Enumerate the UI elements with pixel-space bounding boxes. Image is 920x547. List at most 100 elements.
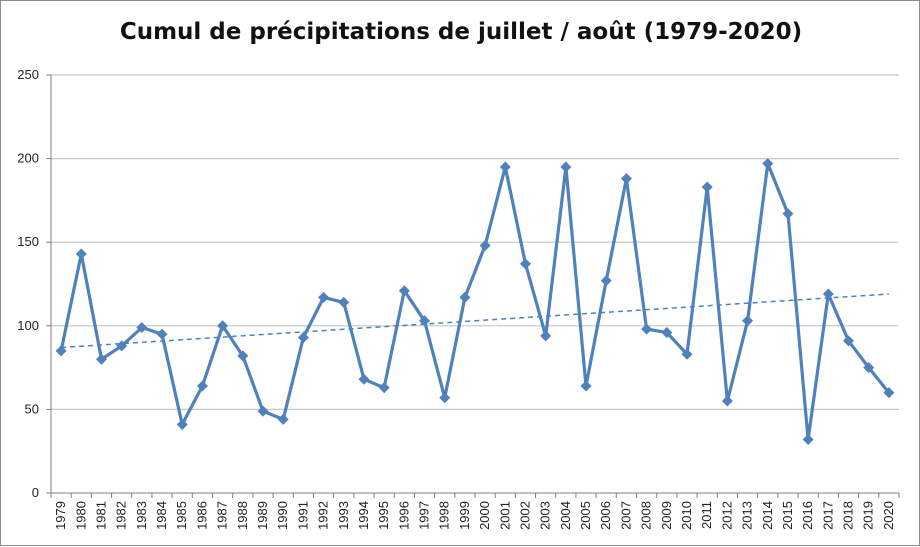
x-tick-label: 2016 — [800, 501, 815, 530]
data-point — [479, 240, 491, 252]
data-point — [318, 291, 330, 303]
data-point — [55, 345, 67, 357]
x-tick-label: 2018 — [841, 501, 856, 530]
data-point — [641, 323, 653, 335]
x-tick-label: 1988 — [235, 501, 250, 530]
x-tick-label: 2020 — [881, 501, 896, 530]
x-tick-label: 1991 — [295, 501, 310, 530]
data-point — [499, 161, 511, 173]
data-point — [600, 275, 612, 287]
x-tick-label: 1987 — [215, 501, 230, 530]
data-point — [822, 288, 834, 300]
x-tick-label: 2003 — [538, 501, 553, 530]
x-tick-label: 1994 — [356, 501, 371, 530]
series-layer — [55, 158, 895, 445]
data-point — [721, 395, 733, 407]
data-point — [742, 315, 754, 327]
data-point — [883, 387, 895, 399]
data-point — [95, 353, 107, 365]
y-tick-label: 150 — [17, 234, 39, 249]
data-point — [560, 161, 572, 173]
x-tick-label: 1982 — [114, 501, 129, 530]
data-point — [277, 413, 289, 425]
data-point — [378, 382, 390, 394]
x-tick-label: 1998 — [437, 501, 452, 530]
y-tick-label: 100 — [17, 318, 39, 333]
x-tick-label: 1992 — [316, 501, 331, 530]
data-point — [237, 350, 249, 362]
data-point — [459, 291, 471, 303]
data-point — [701, 181, 713, 193]
data-point — [802, 433, 814, 445]
x-tick-label: 2010 — [679, 501, 694, 530]
x-tick-label: 1989 — [255, 501, 270, 530]
series-line — [59, 162, 891, 442]
x-tick-label: 2011 — [699, 501, 714, 529]
data-point — [217, 320, 229, 332]
y-axis-ticks: 0 50 100 150 200 250 — [17, 67, 39, 500]
x-tick-label: 2007 — [618, 501, 633, 530]
x-tick-label: 2002 — [517, 501, 532, 530]
data-point — [540, 330, 552, 342]
data-point — [620, 173, 632, 185]
x-tick-label: 1996 — [396, 501, 411, 530]
x-tick-label: 2004 — [558, 501, 573, 530]
x-tick-label: 2001 — [497, 501, 512, 530]
x-tick-label: 1999 — [457, 501, 472, 530]
data-point — [257, 405, 269, 417]
x-tick-label: 1980 — [73, 501, 88, 530]
data-point — [338, 296, 350, 308]
data-point — [439, 392, 451, 404]
data-point — [358, 373, 370, 385]
data-point — [681, 348, 693, 360]
x-tick-label: 1984 — [154, 501, 169, 530]
data-point — [580, 380, 592, 392]
x-tick-label: 2014 — [760, 501, 775, 530]
chart-title: Cumul de précipitations de juillet / aoû… — [119, 19, 803, 45]
x-tick-label: 1983 — [134, 501, 149, 530]
x-tick-label: 2000 — [477, 501, 492, 530]
y-tick-label: 250 — [17, 67, 39, 82]
data-point — [843, 335, 855, 347]
x-tick-label: 1990 — [275, 501, 290, 530]
x-tick-label: 2012 — [719, 501, 734, 530]
data-point — [782, 208, 794, 220]
x-tick-label: 1979 — [53, 501, 68, 530]
data-point — [116, 340, 128, 352]
x-tick-label: 1981 — [93, 501, 108, 530]
data-point — [196, 380, 208, 392]
x-tick-label: 2008 — [639, 501, 654, 530]
trendline — [61, 293, 889, 349]
x-tick-label: 2005 — [578, 501, 593, 530]
y-tick-label: 50 — [25, 401, 39, 416]
data-point — [863, 362, 875, 374]
x-tick-label: 2006 — [598, 501, 613, 530]
x-tick-label: 2013 — [740, 501, 755, 530]
data-point — [297, 332, 309, 344]
data-point — [762, 158, 774, 170]
data-point — [156, 328, 168, 340]
trendline-layer — [61, 293, 889, 349]
x-tick-label: 1985 — [174, 501, 189, 530]
data-point — [136, 321, 148, 333]
data-point — [661, 326, 673, 338]
data-point — [398, 285, 410, 297]
x-tick-label: 2015 — [780, 501, 795, 530]
x-tick-label: 2017 — [820, 501, 835, 530]
x-tick-label: 1997 — [417, 501, 432, 530]
x-tick-label: 1986 — [194, 501, 209, 530]
data-point — [75, 248, 87, 260]
data-point — [519, 258, 531, 270]
x-axis-ticks: 1979 1980 1981 1982 1983 1984 1985 1986 1987 1988… — [53, 501, 896, 530]
data-point — [176, 418, 188, 430]
grid-lines — [46, 74, 900, 498]
y-tick-label: 0 — [32, 485, 39, 500]
x-tick-label: 2019 — [861, 501, 876, 530]
x-tick-label: 1993 — [336, 501, 351, 530]
data-point — [419, 315, 431, 327]
x-tick-label: 1995 — [376, 501, 391, 530]
x-tick-label: 2009 — [659, 501, 674, 530]
y-tick-label: 200 — [17, 151, 39, 166]
